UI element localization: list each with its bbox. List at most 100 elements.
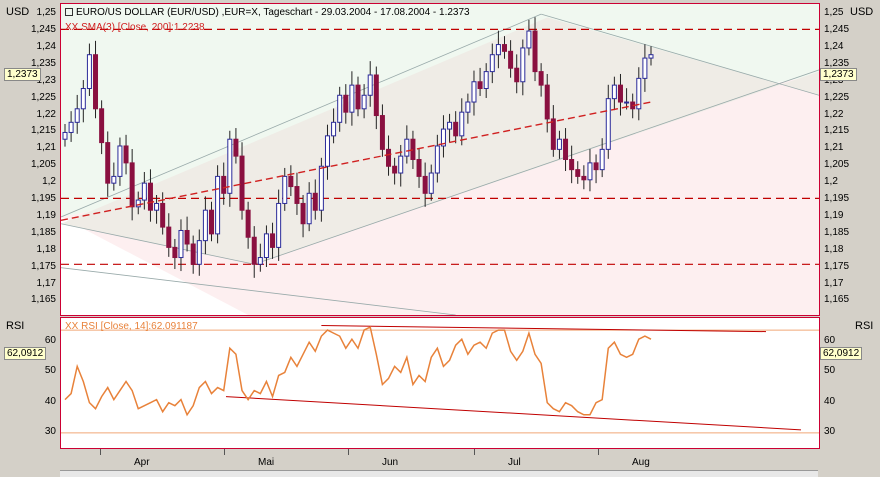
candle [556, 130, 562, 159]
candle [276, 189, 282, 261]
candle [80, 80, 86, 123]
time-axis: Apr Mai Jun Jul Aug [60, 449, 818, 476]
candle-body-down [251, 236, 257, 265]
candle [617, 73, 623, 116]
candle-body-up [331, 121, 337, 137]
candle [190, 235, 196, 274]
rsi-chart-svg [61, 325, 819, 434]
candle [86, 43, 92, 96]
candle-body-up [520, 47, 526, 83]
candle [312, 179, 318, 220]
candle [227, 130, 233, 207]
candle [386, 135, 392, 176]
candle-body-down [221, 175, 227, 194]
candle [453, 111, 459, 144]
candle [550, 105, 556, 157]
candle-body-up [428, 172, 434, 194]
candle-body-down [288, 175, 294, 188]
candle [428, 164, 434, 201]
candle [196, 229, 202, 276]
price-chart-panel[interactable]: EURO/US DOLLAR (EUR/USD) ,EUR=X, Tagesch… [60, 3, 820, 316]
candle [215, 165, 221, 244]
axis-tick-label: 1,245 [824, 24, 850, 36]
candle-body-up [141, 182, 147, 201]
axis-tick-label: 1,17 [36, 277, 56, 289]
candle [166, 213, 172, 257]
axis-tick-label: 1,235 [30, 57, 56, 69]
candle-body-down [99, 108, 105, 144]
candle [239, 142, 245, 220]
candle-body-down [190, 243, 196, 265]
month-tick [598, 449, 599, 455]
axis-tick-label: 1,24 [824, 40, 844, 52]
instrument-icon [65, 8, 73, 17]
rsi-chart-panel[interactable]: XX RSI [Close, 14]:62.091187 [60, 317, 820, 449]
axis-tick-label: 50 [824, 365, 836, 377]
candle [599, 138, 605, 178]
candle-body-down [532, 30, 538, 73]
candle-body-up [86, 54, 92, 90]
month-label: Mai [258, 457, 275, 468]
candle-body-up [556, 138, 562, 150]
left-rsi-tag: 62,0912 [4, 347, 47, 360]
candle-body-up [495, 44, 501, 56]
candle [502, 36, 507, 59]
candle-body-down [245, 209, 251, 238]
price-chart-svg [61, 4, 819, 315]
candle-body-up [447, 121, 453, 130]
candle-body-up [111, 175, 117, 184]
candle-body-up [202, 209, 208, 242]
candle-body-up [459, 111, 465, 137]
candle [434, 134, 440, 183]
candle-body-down [373, 74, 379, 117]
candle-body-down [514, 67, 520, 83]
candle [74, 94, 80, 134]
horizontal-scrollbar[interactable] [60, 470, 818, 477]
candle-body-up [154, 202, 160, 211]
left-rsi-label: RSI [6, 320, 25, 332]
candle [526, 19, 532, 56]
candle [324, 124, 330, 180]
chart-title: EURO/US DOLLAR (EUR/USD) ,EUR=X, Tagesch… [65, 7, 470, 18]
axis-tick-label: 1,2 [42, 176, 56, 188]
candle-body-down [502, 44, 507, 52]
candle-body-up [80, 88, 86, 110]
candle-body-down [172, 246, 178, 259]
axis-tick-label: 1,185 [824, 226, 850, 238]
candle-body-up [349, 84, 355, 113]
axis-tick-label: 1,17 [824, 277, 844, 289]
candle [379, 104, 385, 157]
candle-body-up [465, 101, 471, 113]
month-label: Jun [382, 457, 399, 468]
candle-body-up [605, 98, 611, 150]
candle [642, 44, 648, 92]
candle-body-up [599, 148, 605, 171]
candle [581, 165, 587, 190]
candle [471, 70, 477, 116]
candle-body-up [624, 101, 630, 104]
candle [447, 113, 453, 143]
candle-body-down [239, 155, 245, 211]
candle [563, 128, 569, 171]
right-rsi-axis: 60 50 40 30 [824, 0, 880, 476]
candle [111, 162, 117, 191]
candle-body-down [386, 148, 392, 167]
candle-body-up [434, 145, 440, 174]
candle [257, 243, 263, 272]
axis-tick-label: 1,25 [824, 7, 844, 19]
candle [129, 149, 135, 221]
left-rsi-axis: 60 50 40 30 [0, 0, 56, 476]
candle [520, 39, 526, 96]
candle [404, 125, 410, 164]
right-rsi-tag: 62,0912 [820, 347, 863, 360]
axis-tick-label: 1,21 [36, 142, 56, 154]
axis-tick-label: 1,22 [36, 108, 56, 120]
candle [337, 86, 343, 132]
right-axis-unit: USD [850, 6, 874, 18]
candle [62, 124, 68, 147]
candle [288, 165, 294, 197]
sma-line [61, 101, 652, 222]
axis-tick-label: 1,225 [30, 91, 56, 103]
candle-body-up [337, 94, 343, 123]
candle-body-up [587, 162, 593, 181]
